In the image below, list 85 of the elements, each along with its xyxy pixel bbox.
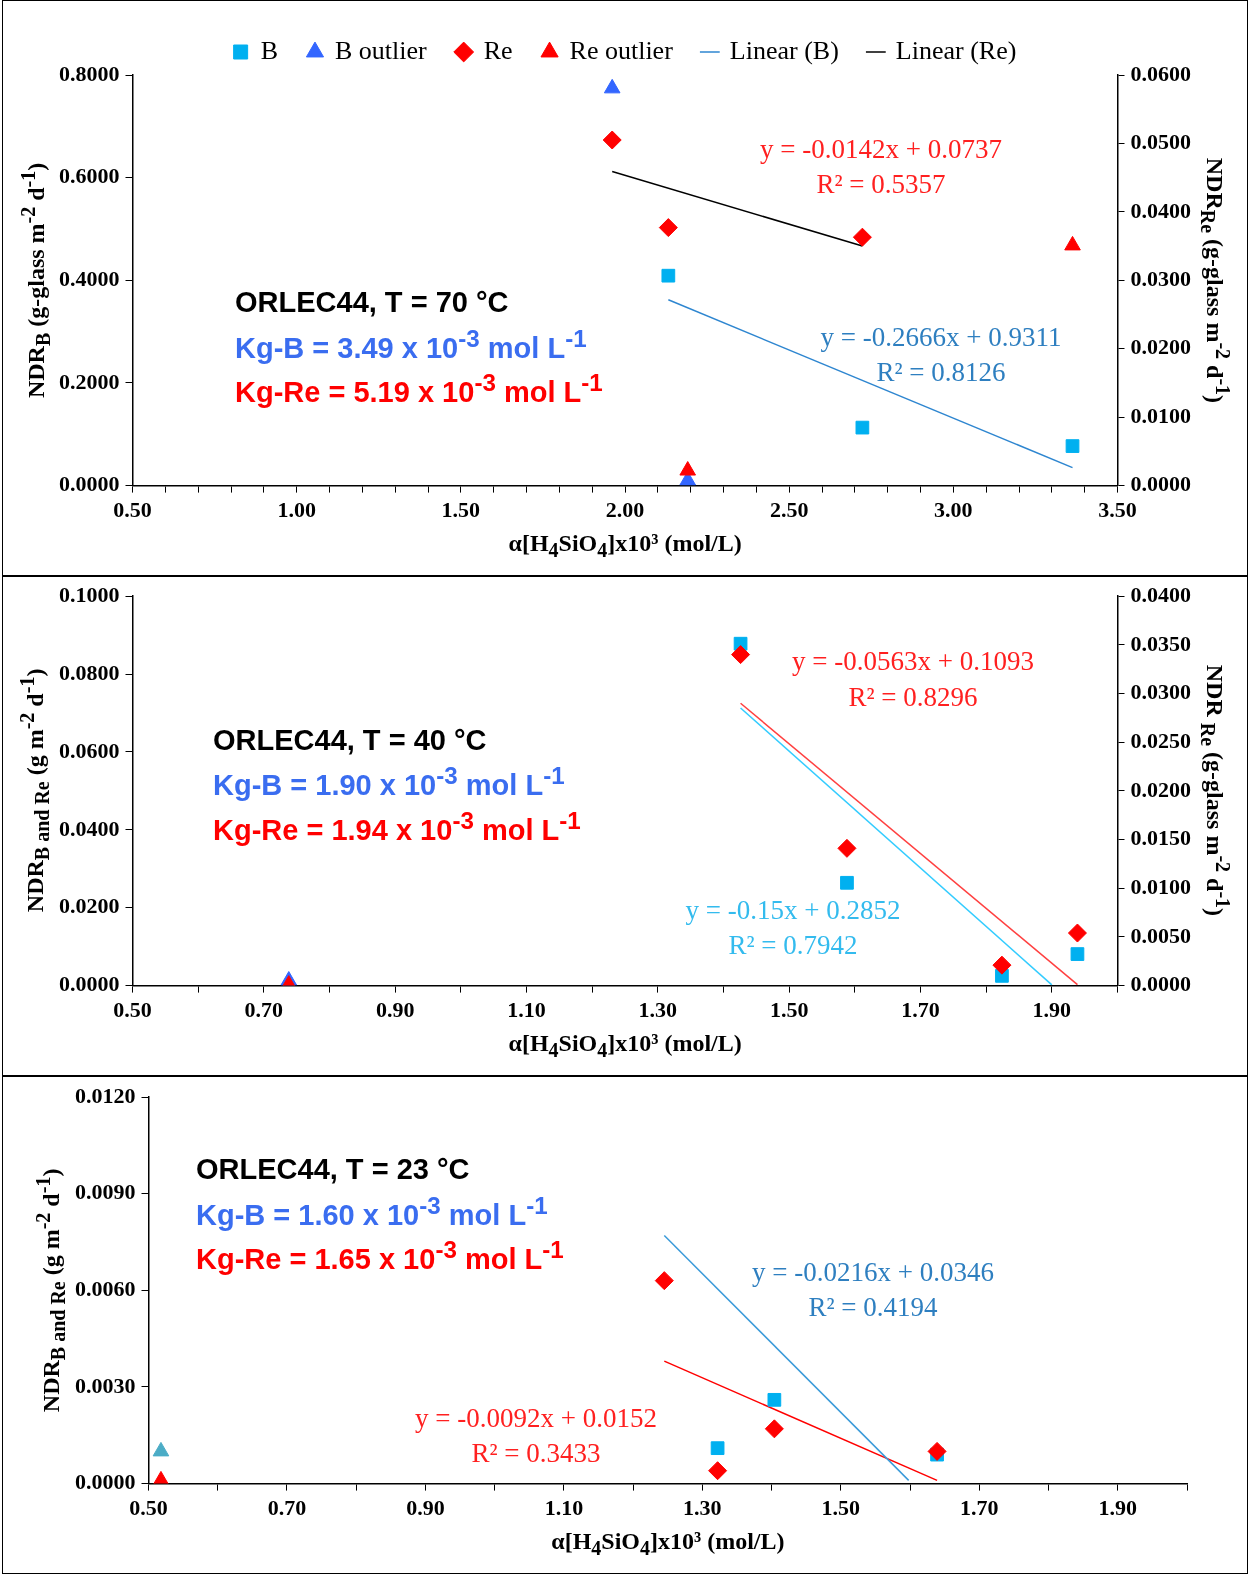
x-tick-label: 1.10 [507,997,546,1023]
annotation: Kg-Re = 1.94 x 10$^{-3}$ mol L$^{-1}$ [213,807,581,847]
y2-tick-label: 0.0300 [1130,679,1191,705]
y-tick-label: 0.0400 [59,815,120,841]
x-tick-label: 2.50 [769,497,809,523]
x-tick-label: 3.50 [1098,497,1137,523]
y-tick-label: 0.2000 [59,368,120,394]
y-tick-label: 0.0600 [59,737,120,763]
x-tick-label: 1.70 [901,997,940,1023]
legend-label: B outlier [334,35,428,65]
x-tick-label: 3.00 [934,497,973,523]
annotation: R² = 0.8296 [848,681,978,713]
x-tick-label: 1.00 [277,497,316,523]
y2-tick-label: 0.0600 [1130,60,1191,86]
y-tick-label: 0.0030 [75,1372,136,1398]
y2-tick-label: 0.0200 [1130,334,1191,360]
y2-tick-label: 0.0050 [1130,922,1191,948]
x-axis-title: α[H$_{4}$SiO$_{4}$]x10³ (mol/L) [508,1029,742,1061]
y-tick-label: 0.0000 [75,1469,136,1495]
x-tick-label: 1.10 [544,1495,584,1521]
annotation: y = -0.0092x + 0.0152 [415,1402,657,1434]
annotation: y = -0.0216x + 0.0346 [752,1256,994,1288]
annotation: Kg-B = 1.90 x 10$^{-3}$ mol L$^{-1}$ [213,762,565,802]
y2-tick-label: 0.0150 [1130,825,1191,851]
annotation: Kg-B = 3.49 x 10$^{-3}$ mol L$^{-1}$ [235,325,587,365]
y2-tick-label: 0.0200 [1130,776,1191,802]
annotation: Kg-Re = 5.19 x 10$^{-3}$ mol L$^{-1}$ [235,369,603,409]
x-tick-label: 0.70 [267,1495,307,1521]
x-tick-label: 0.90 [375,997,415,1023]
y-tick-label: 0.0090 [75,1179,136,1205]
annotation: y = -0.15x + 0.2852 [685,894,901,926]
annotation: y = -0.0563x + 0.1093 [792,645,1034,677]
x-tick-label: 1.70 [960,1495,999,1521]
y2-tick-label: 0.0400 [1130,197,1191,223]
x-tick-label: 2.00 [605,497,645,523]
y-tick-label: 0.0060 [75,1275,136,1301]
y2-tick-label: 0.0000 [1130,471,1191,497]
x-tick-label: 1.50 [441,497,481,523]
annotation: ORLEC44, T = 23 °C [196,1152,470,1186]
x-axis-title: α[H$_{4}$SiO$_{4}$]x10³ (mol/L) [508,529,742,561]
x-tick-label: 1.30 [638,997,678,1023]
y2-tick-label: 0.0250 [1130,727,1191,753]
annotation: ORLEC44, T = 40 °C [213,723,487,757]
legend-label: Re [483,35,513,65]
y2-tick-label: 0.0300 [1130,265,1191,291]
y-tick-label: 0.0120 [75,1082,136,1108]
legend-label: B [260,35,278,65]
annotation: y = -0.2666x + 0.9311 [820,321,1062,353]
y2-tick-label: 0.0000 [1130,971,1191,997]
legend-label: Linear (Re) [895,35,1017,65]
y-tick-label: 0.0800 [59,659,120,685]
x-tick-label: 0.90 [406,1495,445,1521]
y-tick-label: 0.0200 [59,893,120,919]
y2-tick-label: 0.0100 [1130,402,1191,428]
x-tick-label: 1.50 [821,1495,861,1521]
annotation: Kg-Re = 1.65 x 10$^{-3}$ mol L$^{-1}$ [196,1236,564,1276]
x-tick-label: 0.50 [113,497,152,523]
x-tick-label: 0.70 [244,997,284,1023]
annotation: ORLEC44, T = 70 °C [235,285,509,319]
annotation: R² = 0.8126 [876,356,1006,388]
x-tick-label: 0.50 [113,997,152,1023]
y-tick-label: 0.6000 [59,163,120,189]
annotation: y = -0.0142x + 0.0737 [760,133,1002,165]
annotation: R² = 0.3433 [471,1437,601,1469]
y2-tick-label: 0.0400 [1130,581,1191,607]
y2-tick-label: 0.0350 [1130,630,1191,656]
x-tick-label: 1.90 [1032,997,1072,1023]
x-tick-label: 1.30 [683,1495,722,1521]
x-axis-title: α[H$_{4}$SiO$_{4}$]x10³ (mol/L) [551,1527,785,1559]
annotation: R² = 0.7942 [728,929,858,961]
y-tick-label: 0.0000 [59,471,120,497]
y-tick-label: 0.4000 [59,265,120,291]
annotation: R² = 0.4194 [808,1291,938,1323]
y-tick-label: 0.0000 [59,971,120,997]
y-tick-label: 0.1000 [59,581,120,607]
x-tick-label: 0.50 [129,1495,168,1521]
legend-label: Re outlier [569,35,674,65]
y2-tick-label: 0.0100 [1130,873,1191,899]
annotation: R² = 0.5357 [816,168,946,200]
x-tick-label: 1.50 [769,997,809,1023]
y-tick-label: 0.8000 [59,60,120,86]
x-tick-label: 1.90 [1098,1495,1138,1521]
legend-label: Linear (B) [729,35,839,65]
annotation: Kg-B = 1.60 x 10$^{-3}$ mol L$^{-1}$ [196,1192,548,1232]
y2-tick-label: 0.0500 [1130,129,1191,155]
